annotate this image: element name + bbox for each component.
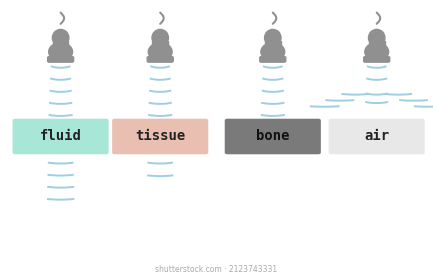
FancyBboxPatch shape (152, 41, 168, 47)
FancyBboxPatch shape (53, 41, 68, 47)
Text: tissue: tissue (135, 129, 185, 143)
Text: fluid: fluid (40, 129, 81, 143)
Ellipse shape (148, 43, 172, 61)
Ellipse shape (152, 29, 168, 46)
Ellipse shape (368, 29, 385, 46)
Text: bone: bone (256, 129, 290, 143)
Ellipse shape (261, 43, 285, 61)
FancyBboxPatch shape (147, 57, 173, 62)
FancyBboxPatch shape (13, 119, 109, 154)
Ellipse shape (365, 43, 389, 61)
FancyBboxPatch shape (329, 119, 425, 154)
Text: shutterstock.com · 2123743331: shutterstock.com · 2123743331 (155, 265, 278, 274)
FancyBboxPatch shape (48, 57, 74, 62)
Ellipse shape (265, 29, 281, 46)
FancyBboxPatch shape (260, 57, 286, 62)
FancyBboxPatch shape (112, 119, 208, 154)
FancyBboxPatch shape (265, 41, 281, 47)
Ellipse shape (52, 29, 69, 46)
Text: air: air (364, 129, 389, 143)
Ellipse shape (49, 43, 73, 61)
FancyBboxPatch shape (225, 119, 321, 154)
FancyBboxPatch shape (364, 57, 390, 62)
FancyBboxPatch shape (369, 41, 385, 47)
